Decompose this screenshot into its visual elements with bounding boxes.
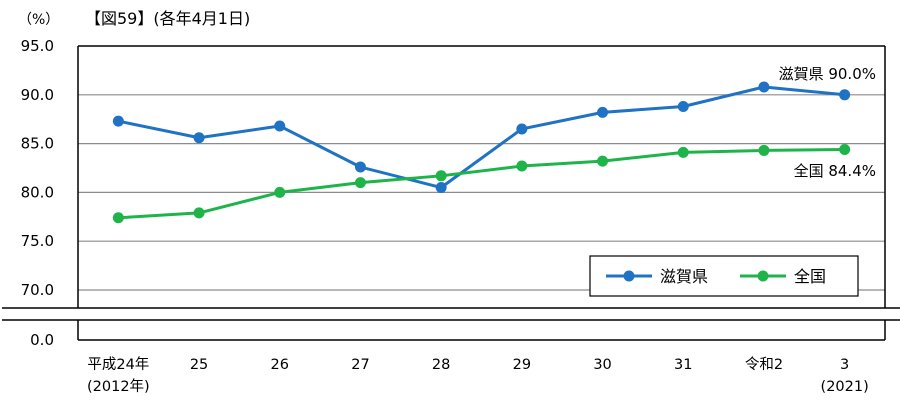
legend-swatch-marker <box>757 270 769 282</box>
data-point <box>435 182 447 194</box>
x-tick-sublabel: (2012年) <box>87 378 150 395</box>
x-tick-label: 28 <box>432 357 450 373</box>
x-tick-label: 25 <box>190 357 208 373</box>
gridlines <box>78 94 885 291</box>
y-tick-label: 90.0 <box>21 86 54 104</box>
legend-swatch-marker <box>623 270 635 282</box>
x-tick-label: 26 <box>271 357 289 373</box>
legend-label: 滋賀県 <box>660 267 708 286</box>
x-axis: 平成24年 (2012年) 25 26 27 28 29 30 31 令和2 3 (2021) <box>87 356 869 395</box>
data-point <box>677 146 689 158</box>
y-tick-label: 70.0 <box>21 281 54 299</box>
legend: 滋賀県 全国 <box>589 255 859 297</box>
series-line <box>118 147 845 220</box>
data-point <box>758 144 770 156</box>
data-point <box>112 115 124 127</box>
y-tick-label: 75.0 <box>21 232 54 250</box>
chart-caption: 【図59】(各年4月1日) <box>85 9 250 28</box>
data-point <box>193 132 205 144</box>
legend-box <box>589 255 859 297</box>
data-point <box>839 89 851 101</box>
data-point <box>354 161 366 173</box>
y-tick-label: 95.0 <box>21 37 54 55</box>
data-point <box>839 143 851 155</box>
x-tick-label: 平成24年 <box>87 356 149 373</box>
x-tick-label: 27 <box>351 357 369 373</box>
y-tick-label: 80.0 <box>21 183 54 201</box>
end-label-shiga: 滋賀県 90.0% <box>779 65 876 83</box>
data-point <box>597 155 609 167</box>
series-line <box>118 85 845 190</box>
y-tick-label: 85.0 <box>21 135 54 153</box>
data-point <box>274 186 286 198</box>
data-point <box>758 81 770 93</box>
x-tick-label: 29 <box>513 357 531 373</box>
data-point <box>112 212 124 224</box>
data-point <box>516 123 528 135</box>
x-tick-label: 3 <box>840 357 849 373</box>
series-0 <box>112 81 851 194</box>
data-point <box>193 207 205 219</box>
data-point <box>516 160 528 172</box>
data-point <box>597 106 609 118</box>
end-label-national: 全国 84.4% <box>794 162 876 180</box>
x-tick-sublabel: (2021) <box>821 379 869 395</box>
data-point <box>274 120 286 132</box>
plot-frame <box>2 45 900 341</box>
data-point <box>677 101 689 113</box>
data-point <box>354 177 366 189</box>
y-axis: 95.0 90.0 85.0 80.0 75.0 70.0 0.0 <box>21 37 54 349</box>
axis-break-band <box>2 308 900 320</box>
series-layer <box>112 81 851 224</box>
x-tick-label: 31 <box>674 357 692 373</box>
series-1 <box>112 143 851 224</box>
x-tick-label: 令和2 <box>745 356 783 373</box>
data-point <box>435 170 447 182</box>
legend-label: 全国 <box>794 267 826 286</box>
x-tick-label: 30 <box>593 357 611 373</box>
unit-label: （%） <box>18 12 59 28</box>
y-tick-label: 0.0 <box>30 331 54 349</box>
